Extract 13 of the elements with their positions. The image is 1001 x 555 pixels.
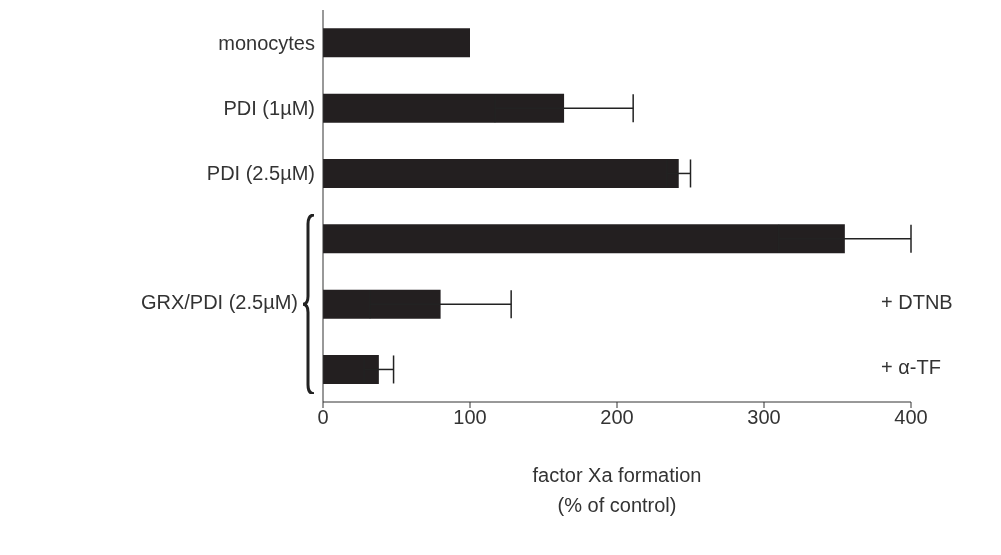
y-tick-label: PDI (1µM) xyxy=(223,97,315,120)
text: GRX/PDI (2.5µM) xyxy=(139,291,298,314)
bar xyxy=(323,28,470,58)
y-tick-label: PDI (2.5µM) xyxy=(206,162,315,185)
y-tick-label: monocytes xyxy=(218,31,315,54)
x-tick-label: 100 xyxy=(453,406,487,429)
x-axis-title: factor Xa formation (% of control) xyxy=(531,463,703,518)
x-tick-label: 200 xyxy=(600,406,634,429)
x-tick-label: 300 xyxy=(747,406,781,429)
x-tick-label: 400 xyxy=(894,406,928,429)
annotation: + DTNB xyxy=(881,291,953,314)
annotation: + α-TF xyxy=(881,356,941,380)
x-tick-label: 0 xyxy=(317,406,329,429)
